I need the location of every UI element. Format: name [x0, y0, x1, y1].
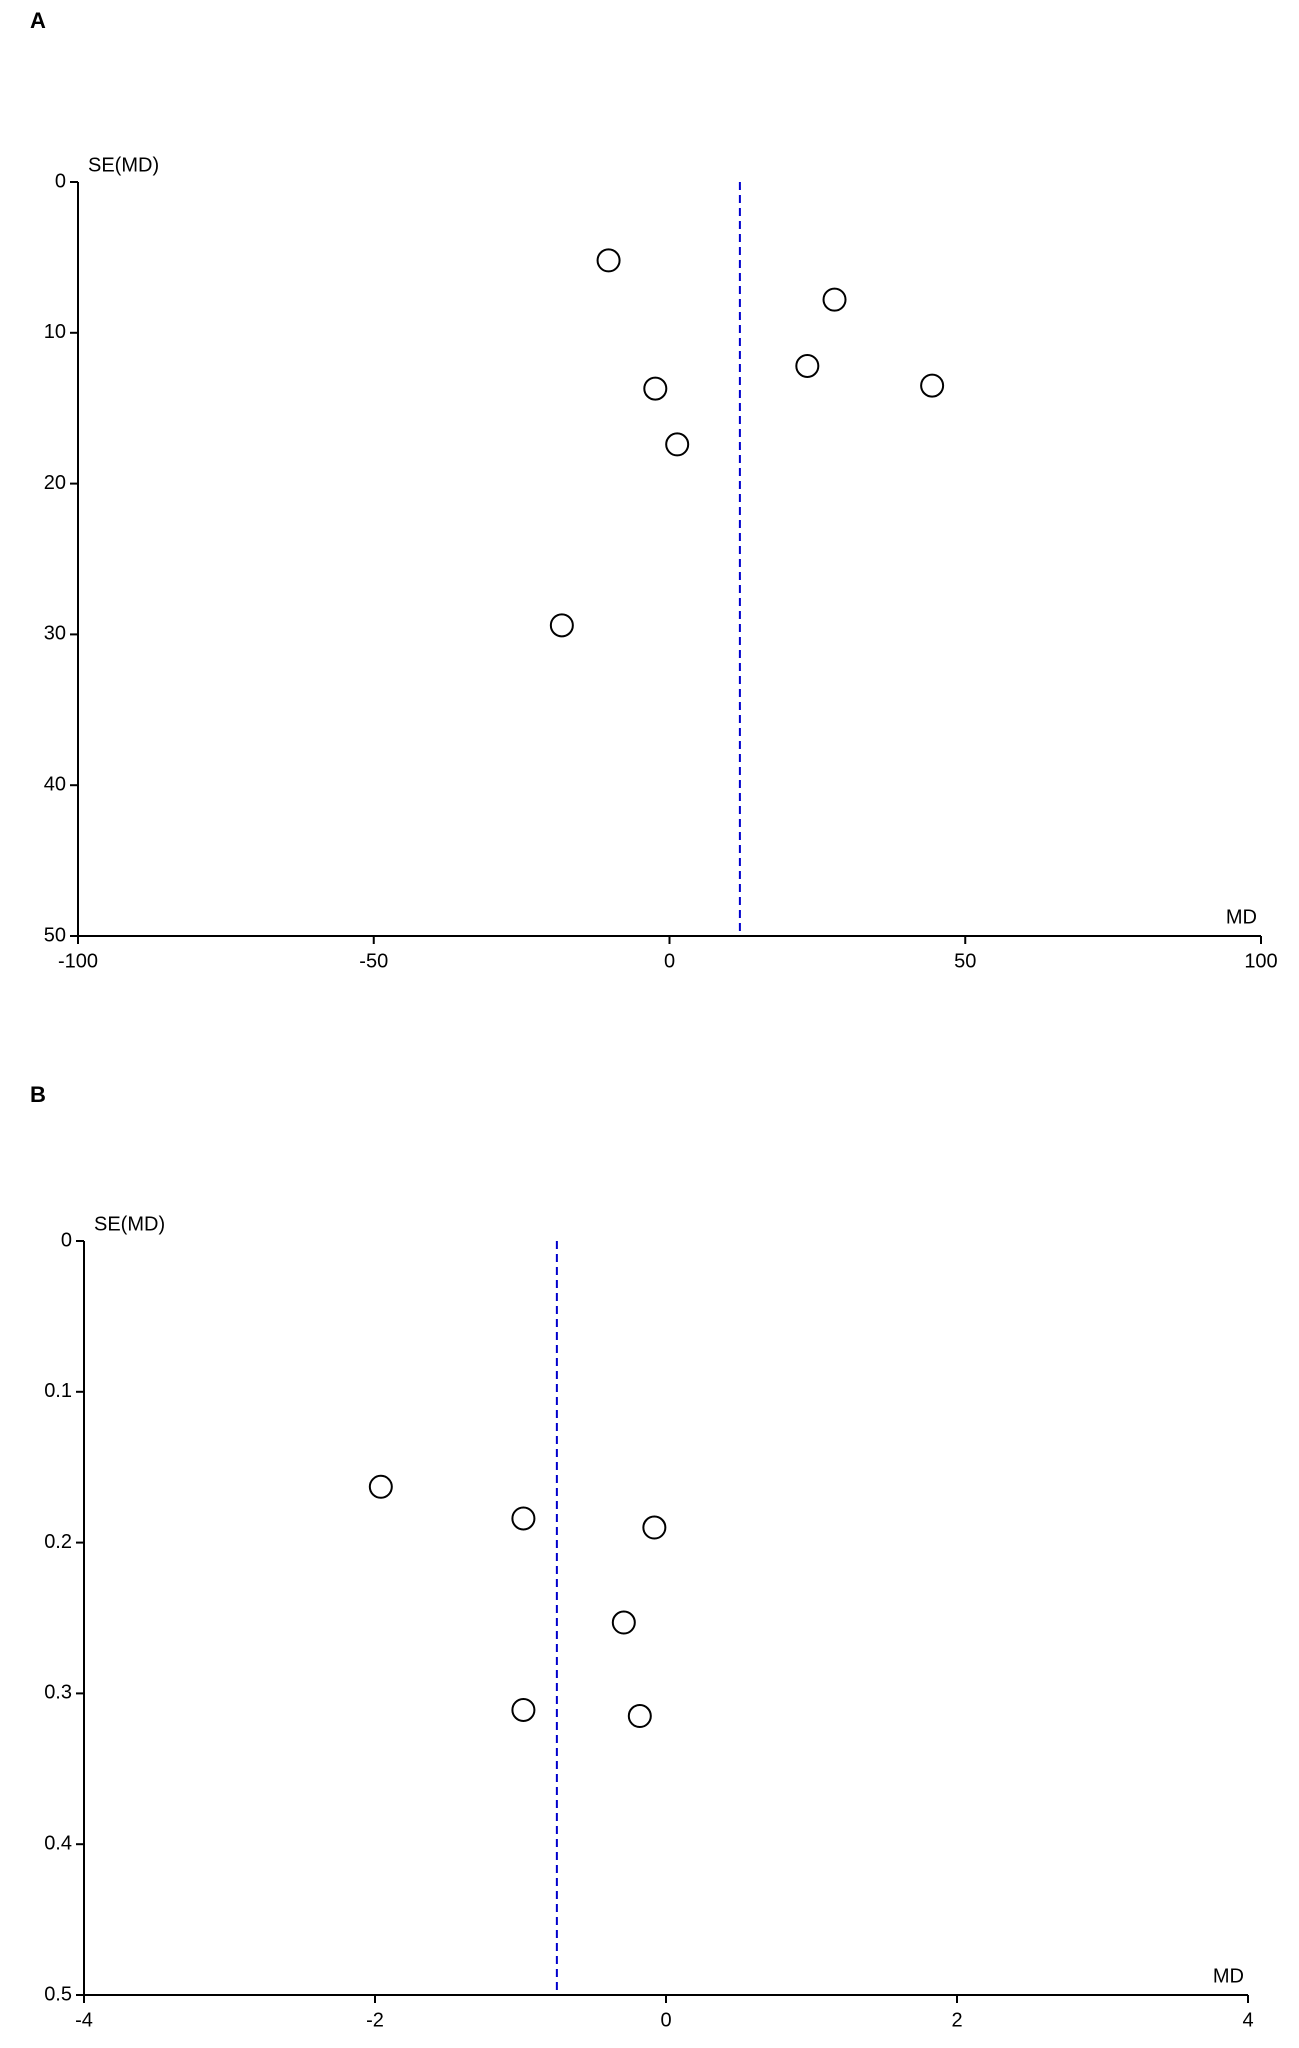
x-tick-label: 2	[951, 2009, 962, 2031]
point	[920, 373, 945, 398]
point	[627, 1704, 652, 1729]
x-tick-label: 50	[954, 950, 976, 972]
x-tick-label: 0	[664, 950, 675, 972]
panel-label: A	[30, 8, 46, 33]
x-tick-label: 100	[1244, 950, 1277, 972]
point	[611, 1610, 636, 1635]
y-tick-label: 0.4	[44, 1832, 72, 1854]
y-tick-label: 40	[44, 773, 66, 795]
y-tick-label: 30	[44, 623, 66, 645]
panel-label: B	[30, 1082, 46, 1107]
point	[596, 248, 621, 273]
x-tick-label: -2	[366, 2009, 384, 2031]
y-tick-label: 10	[44, 321, 66, 343]
x-tick-label: 4	[1242, 2009, 1253, 2031]
x-axis-label: MD	[1226, 906, 1257, 928]
point	[368, 1474, 393, 1499]
x-axis-label: MD	[1213, 1965, 1244, 1987]
y-tick-label: 20	[44, 472, 66, 494]
y-tick-label: 0.5	[44, 1983, 72, 2005]
y-tick-label: 0.2	[44, 1531, 72, 1553]
point	[665, 432, 690, 457]
y-tick-label: 0	[61, 1229, 72, 1251]
x-tick-label: -50	[359, 950, 388, 972]
point	[822, 287, 847, 312]
x-tick-label: -4	[75, 2009, 93, 2031]
y-axis-label: SE(MD)	[94, 1213, 165, 1235]
y-tick-label: 0.3	[44, 1682, 72, 1704]
point	[642, 1515, 667, 1540]
point	[643, 376, 668, 401]
point	[549, 613, 574, 638]
x-tick-label: -100	[58, 950, 98, 972]
y-tick-label: 0	[55, 170, 66, 192]
point	[511, 1697, 536, 1722]
y-tick-label: 50	[44, 924, 66, 946]
y-axis-label: SE(MD)	[88, 154, 159, 176]
x-tick-label: 0	[660, 2009, 671, 2031]
y-tick-label: 0.1	[44, 1380, 72, 1402]
point	[795, 353, 820, 378]
point	[511, 1506, 536, 1531]
